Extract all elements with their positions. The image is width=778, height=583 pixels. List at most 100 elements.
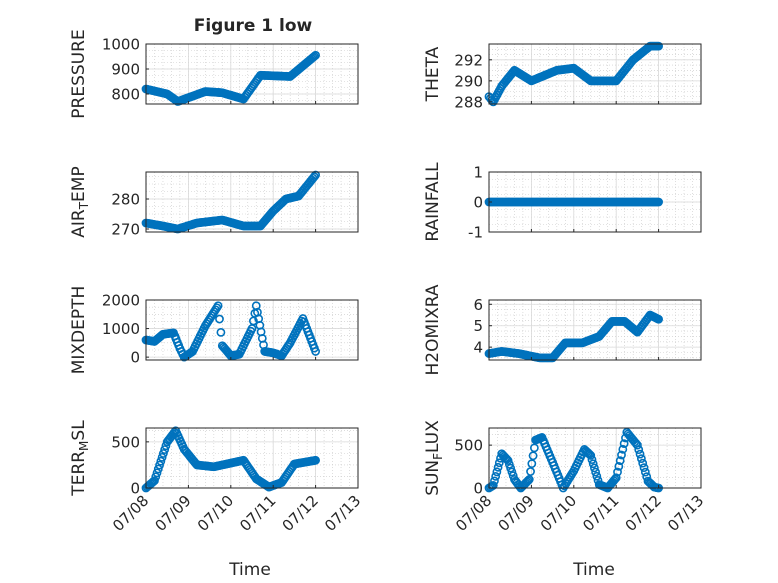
series-points	[484, 41, 663, 107]
axes-box	[488, 43, 702, 105]
data-point	[504, 459, 514, 469]
data-point	[309, 172, 319, 182]
data-point	[491, 471, 501, 481]
plot-area	[489, 300, 701, 360]
y-axis-label: AIRTEMP	[69, 166, 91, 237]
data-point	[638, 458, 648, 468]
y-tick-label: 6	[473, 296, 483, 314]
y-tick-label: 280	[111, 191, 140, 209]
y-axis-label: THETA	[423, 46, 443, 102]
data-point	[617, 450, 626, 460]
series-points	[141, 426, 320, 493]
data-point	[492, 467, 502, 477]
series-points	[484, 427, 663, 493]
y-tick-label: 0	[130, 480, 140, 498]
data-point	[151, 472, 161, 482]
axes-box	[488, 427, 702, 489]
subplot-h2omixra: 4 5 6 H2OMIXRA	[423, 284, 702, 376]
data-point	[592, 471, 602, 481]
data-point	[654, 41, 663, 51]
data-point	[216, 327, 226, 337]
subplot-air-temp: 270 280 AIRTEMP	[69, 166, 359, 239]
y-tick-label: 1	[473, 164, 483, 182]
y-tick-labels: 288 290 292	[454, 51, 492, 111]
y-tick-label: 800	[111, 86, 140, 104]
data-point	[526, 467, 535, 476]
subplot-rainfall: -1 0 1 RAINFALL	[423, 162, 702, 242]
data-point	[654, 314, 663, 324]
plot-area	[146, 44, 358, 104]
data-point	[311, 170, 320, 180]
data-point	[640, 467, 650, 477]
data-point	[528, 451, 538, 461]
data-point	[635, 449, 645, 459]
y-tick-label: 900	[111, 61, 140, 79]
y-tick-labels: 800 900 1000	[102, 36, 149, 104]
y-tick-label: 500	[111, 433, 140, 451]
data-point	[634, 445, 644, 455]
x-axis-label-left: Time	[228, 560, 271, 580]
data-point	[614, 461, 624, 471]
y-tick-label: 0	[473, 480, 483, 498]
data-point	[583, 448, 593, 458]
y-tick-label: 5	[473, 317, 483, 335]
data-point	[639, 463, 649, 473]
data-point	[311, 50, 320, 60]
subplot-theta: 288 290 292 THETA	[423, 41, 702, 111]
data-point	[311, 347, 320, 356]
axes-box	[145, 299, 359, 361]
data-point	[493, 462, 503, 472]
series-points	[141, 50, 320, 106]
data-point	[488, 481, 498, 490]
y-tick-labels: 0 1000 2000	[102, 292, 149, 367]
y-tick-label: 1000	[102, 36, 140, 54]
data-point	[636, 454, 646, 464]
data-point	[157, 452, 167, 462]
x-axis-label-right: Time	[572, 560, 615, 580]
y-tick-labels: 4 5 6	[473, 296, 492, 357]
data-point	[587, 455, 597, 464]
data-point	[611, 473, 621, 483]
y-tick-label: 0	[473, 194, 483, 212]
y-axis-label: SUNFLUX	[423, 420, 445, 496]
data-point	[156, 456, 166, 466]
data-point	[654, 197, 663, 207]
figure-title: Figure 1 low	[194, 16, 313, 36]
data-point	[615, 456, 625, 466]
y-axis-label: RAINFALL	[423, 162, 443, 242]
data-point	[586, 451, 596, 460]
y-axis-label: MIXDEPTH	[69, 286, 89, 375]
y-axis-label: PRESSURE	[69, 29, 89, 118]
subplot-pressure: 800 900 1000 PRESSURE	[69, 29, 359, 119]
y-tick-label: 0	[130, 349, 140, 367]
data-point	[215, 314, 224, 324]
data-point	[619, 439, 629, 449]
data-point	[506, 463, 516, 473]
y-tick-label: 1000	[102, 320, 140, 338]
data-point	[309, 51, 319, 61]
y-tick-label: 288	[454, 93, 483, 111]
data-point	[529, 443, 539, 453]
data-point	[524, 475, 534, 484]
data-point	[507, 467, 517, 477]
data-point	[589, 463, 599, 473]
y-tick-label: 4	[473, 339, 483, 357]
y-tick-labels: -1 0 1	[468, 164, 492, 242]
data-point	[155, 460, 164, 470]
y-axis-label: H2OMIXRA	[423, 284, 443, 375]
series-points	[484, 310, 663, 363]
y-tick-label: 292	[454, 51, 483, 69]
axes-box	[145, 427, 359, 489]
data-point	[213, 301, 223, 311]
y-tick-label: 270	[111, 221, 140, 239]
data-point	[591, 467, 601, 477]
data-point	[522, 477, 532, 487]
data-point	[311, 455, 320, 465]
data-point	[527, 459, 537, 469]
data-point	[160, 445, 170, 454]
y-tick-label: 500	[454, 437, 483, 455]
data-point	[150, 476, 159, 486]
series-points	[141, 301, 320, 362]
data-point	[152, 468, 162, 478]
